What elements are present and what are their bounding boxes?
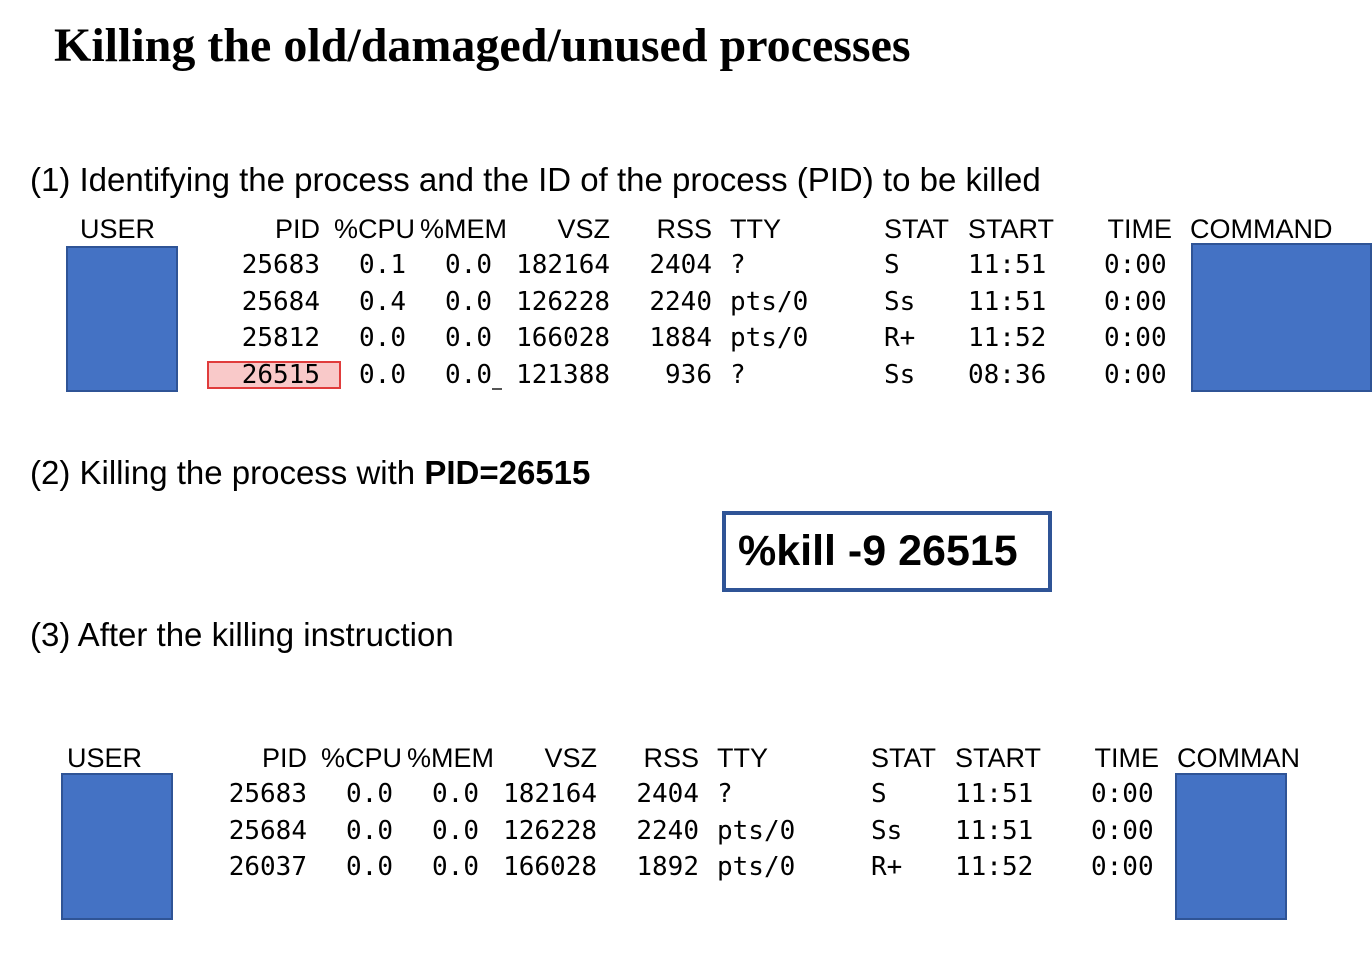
cell-time: 0:00 [1091, 815, 1154, 846]
cell-mem: 0.0 [432, 779, 479, 809]
cell-rss: 2240 [636, 815, 699, 846]
cell-cpu: 0.0 [346, 852, 393, 882]
step2-label: (2) Killing the process with PID=26515 [30, 453, 590, 493]
kill-command-box: %kill -9 26515 [722, 511, 1052, 592]
cell-stat: R+ [871, 852, 903, 882]
cell-time: 0:00 [1091, 779, 1154, 809]
cell-start: 11:52 [955, 852, 1034, 882]
column-header-stat: STAT [884, 214, 949, 244]
column-header-vsz: VSZ [544, 743, 597, 773]
cell-tty: ? [730, 250, 746, 280]
cell-time: 0:00 [1104, 286, 1167, 317]
column-header-stat: STAT [871, 743, 936, 773]
cell-cpu: 0.0 [346, 779, 393, 809]
cell-time: 0:00 [1104, 250, 1167, 280]
cell-time: 0:00 [1091, 852, 1154, 882]
cell-stat: Ss [884, 359, 916, 390]
column-header-rss: RSS [656, 214, 712, 244]
cell-rss: 936 [665, 359, 712, 390]
cell-stat: S [871, 779, 887, 809]
highlighted-pid-box [207, 360, 341, 389]
cell-stat: R+ [884, 323, 916, 353]
command-redaction-box [1175, 773, 1287, 920]
cell-rss: 2404 [636, 779, 699, 809]
cell-vsz: 182164 [503, 779, 597, 809]
cell-start: 11:51 [955, 779, 1034, 809]
column-header-time: TIME [1094, 743, 1160, 773]
cell-vsz: 126228 [516, 286, 610, 317]
cell-mem: 0.0 [445, 323, 492, 353]
cell-stat: S [884, 250, 900, 280]
cell-rss: 1884 [649, 323, 712, 353]
cell-mem: 0.0 [432, 815, 479, 846]
cell-pid: 25684 [241, 286, 320, 317]
cell-pid: 26515 [241, 359, 320, 390]
cell-pid: 25683 [228, 779, 307, 809]
cell-mem: 0.0 [445, 250, 492, 280]
cell-tty: pts/0 [730, 323, 809, 353]
cell-cpu: 0.0 [359, 359, 406, 390]
cell-cpu: 0.4 [359, 286, 406, 317]
cell-vsz: 182164 [516, 250, 610, 280]
column-header-command: COMMAND [1190, 214, 1333, 244]
cell-pid: 26037 [228, 852, 307, 882]
cell-time: 0:00 [1104, 323, 1167, 353]
step2-label-prefix: (2) Killing the process with [30, 454, 425, 491]
cell-mem: 0.0 [432, 852, 479, 882]
column-header-tty: TTY [730, 214, 781, 244]
cell-tty: pts/0 [717, 852, 796, 882]
cell-pid: 25684 [228, 815, 307, 846]
cell-tty: ? [730, 359, 746, 390]
cell-pid: 25683 [241, 250, 320, 280]
step1-label: (1) Identifying the process and the ID o… [30, 161, 1041, 198]
column-header-cpu: %CPU [334, 214, 416, 244]
column-header-tty: TTY [717, 743, 768, 773]
cell-tty: pts/0 [717, 815, 796, 846]
cell-cpu: 0.1 [359, 250, 406, 280]
cell-pid: 25812 [241, 323, 320, 353]
cell-rss: 1892 [636, 852, 699, 882]
step3-label: (3) After the killing instruction [30, 616, 454, 653]
cell-cpu: 0.0 [346, 815, 393, 846]
cell-start: 08:36 [968, 359, 1047, 390]
column-header-start: START [968, 214, 1055, 244]
column-header-command: COMMAN [1177, 743, 1300, 773]
cell-stat: Ss [884, 286, 916, 317]
column-header-cpu: %CPU [321, 743, 403, 773]
column-header-mem: %MEM [407, 743, 494, 773]
cell-vsz: 166028 [503, 852, 597, 882]
cell-tty: pts/0 [730, 286, 809, 317]
cell-vsz: 166028 [516, 323, 610, 353]
column-header-pid: PID [274, 214, 320, 244]
cell-cpu: 0.0 [359, 323, 406, 353]
kill-command-text: %kill -9 26515 [738, 527, 1018, 575]
cell-start: 11:51 [968, 286, 1047, 317]
column-header-pid: PID [261, 743, 307, 773]
column-header-rss: RSS [643, 743, 699, 773]
stray-mark [492, 388, 502, 390]
step2-label-pid: PID=26515 [424, 454, 591, 491]
cell-time: 0:00 [1104, 359, 1167, 390]
cell-start: 11:51 [968, 250, 1047, 280]
cell-start: 11:52 [968, 323, 1047, 353]
cell-stat: Ss [871, 815, 903, 846]
user-redaction-box [66, 246, 178, 392]
cell-tty: ? [717, 779, 733, 809]
column-header-vsz: VSZ [557, 214, 610, 244]
column-header-user: USER [80, 214, 156, 244]
cell-vsz: 126228 [503, 815, 597, 846]
column-header-time: TIME [1107, 214, 1173, 244]
cell-rss: 2404 [649, 250, 712, 280]
command-redaction-box [1191, 243, 1372, 392]
cell-mem: 0.0 [445, 359, 492, 390]
column-header-start: START [955, 743, 1042, 773]
cell-rss: 2240 [649, 286, 712, 317]
cell-vsz: 121388 [516, 359, 610, 390]
page-title: Killing the old/damaged/unused processes [54, 19, 911, 72]
cell-start: 11:51 [955, 815, 1034, 846]
user-redaction-box [61, 773, 173, 920]
cell-mem: 0.0 [445, 286, 492, 317]
column-header-user: USER [67, 743, 143, 773]
column-header-mem: %MEM [420, 214, 507, 244]
